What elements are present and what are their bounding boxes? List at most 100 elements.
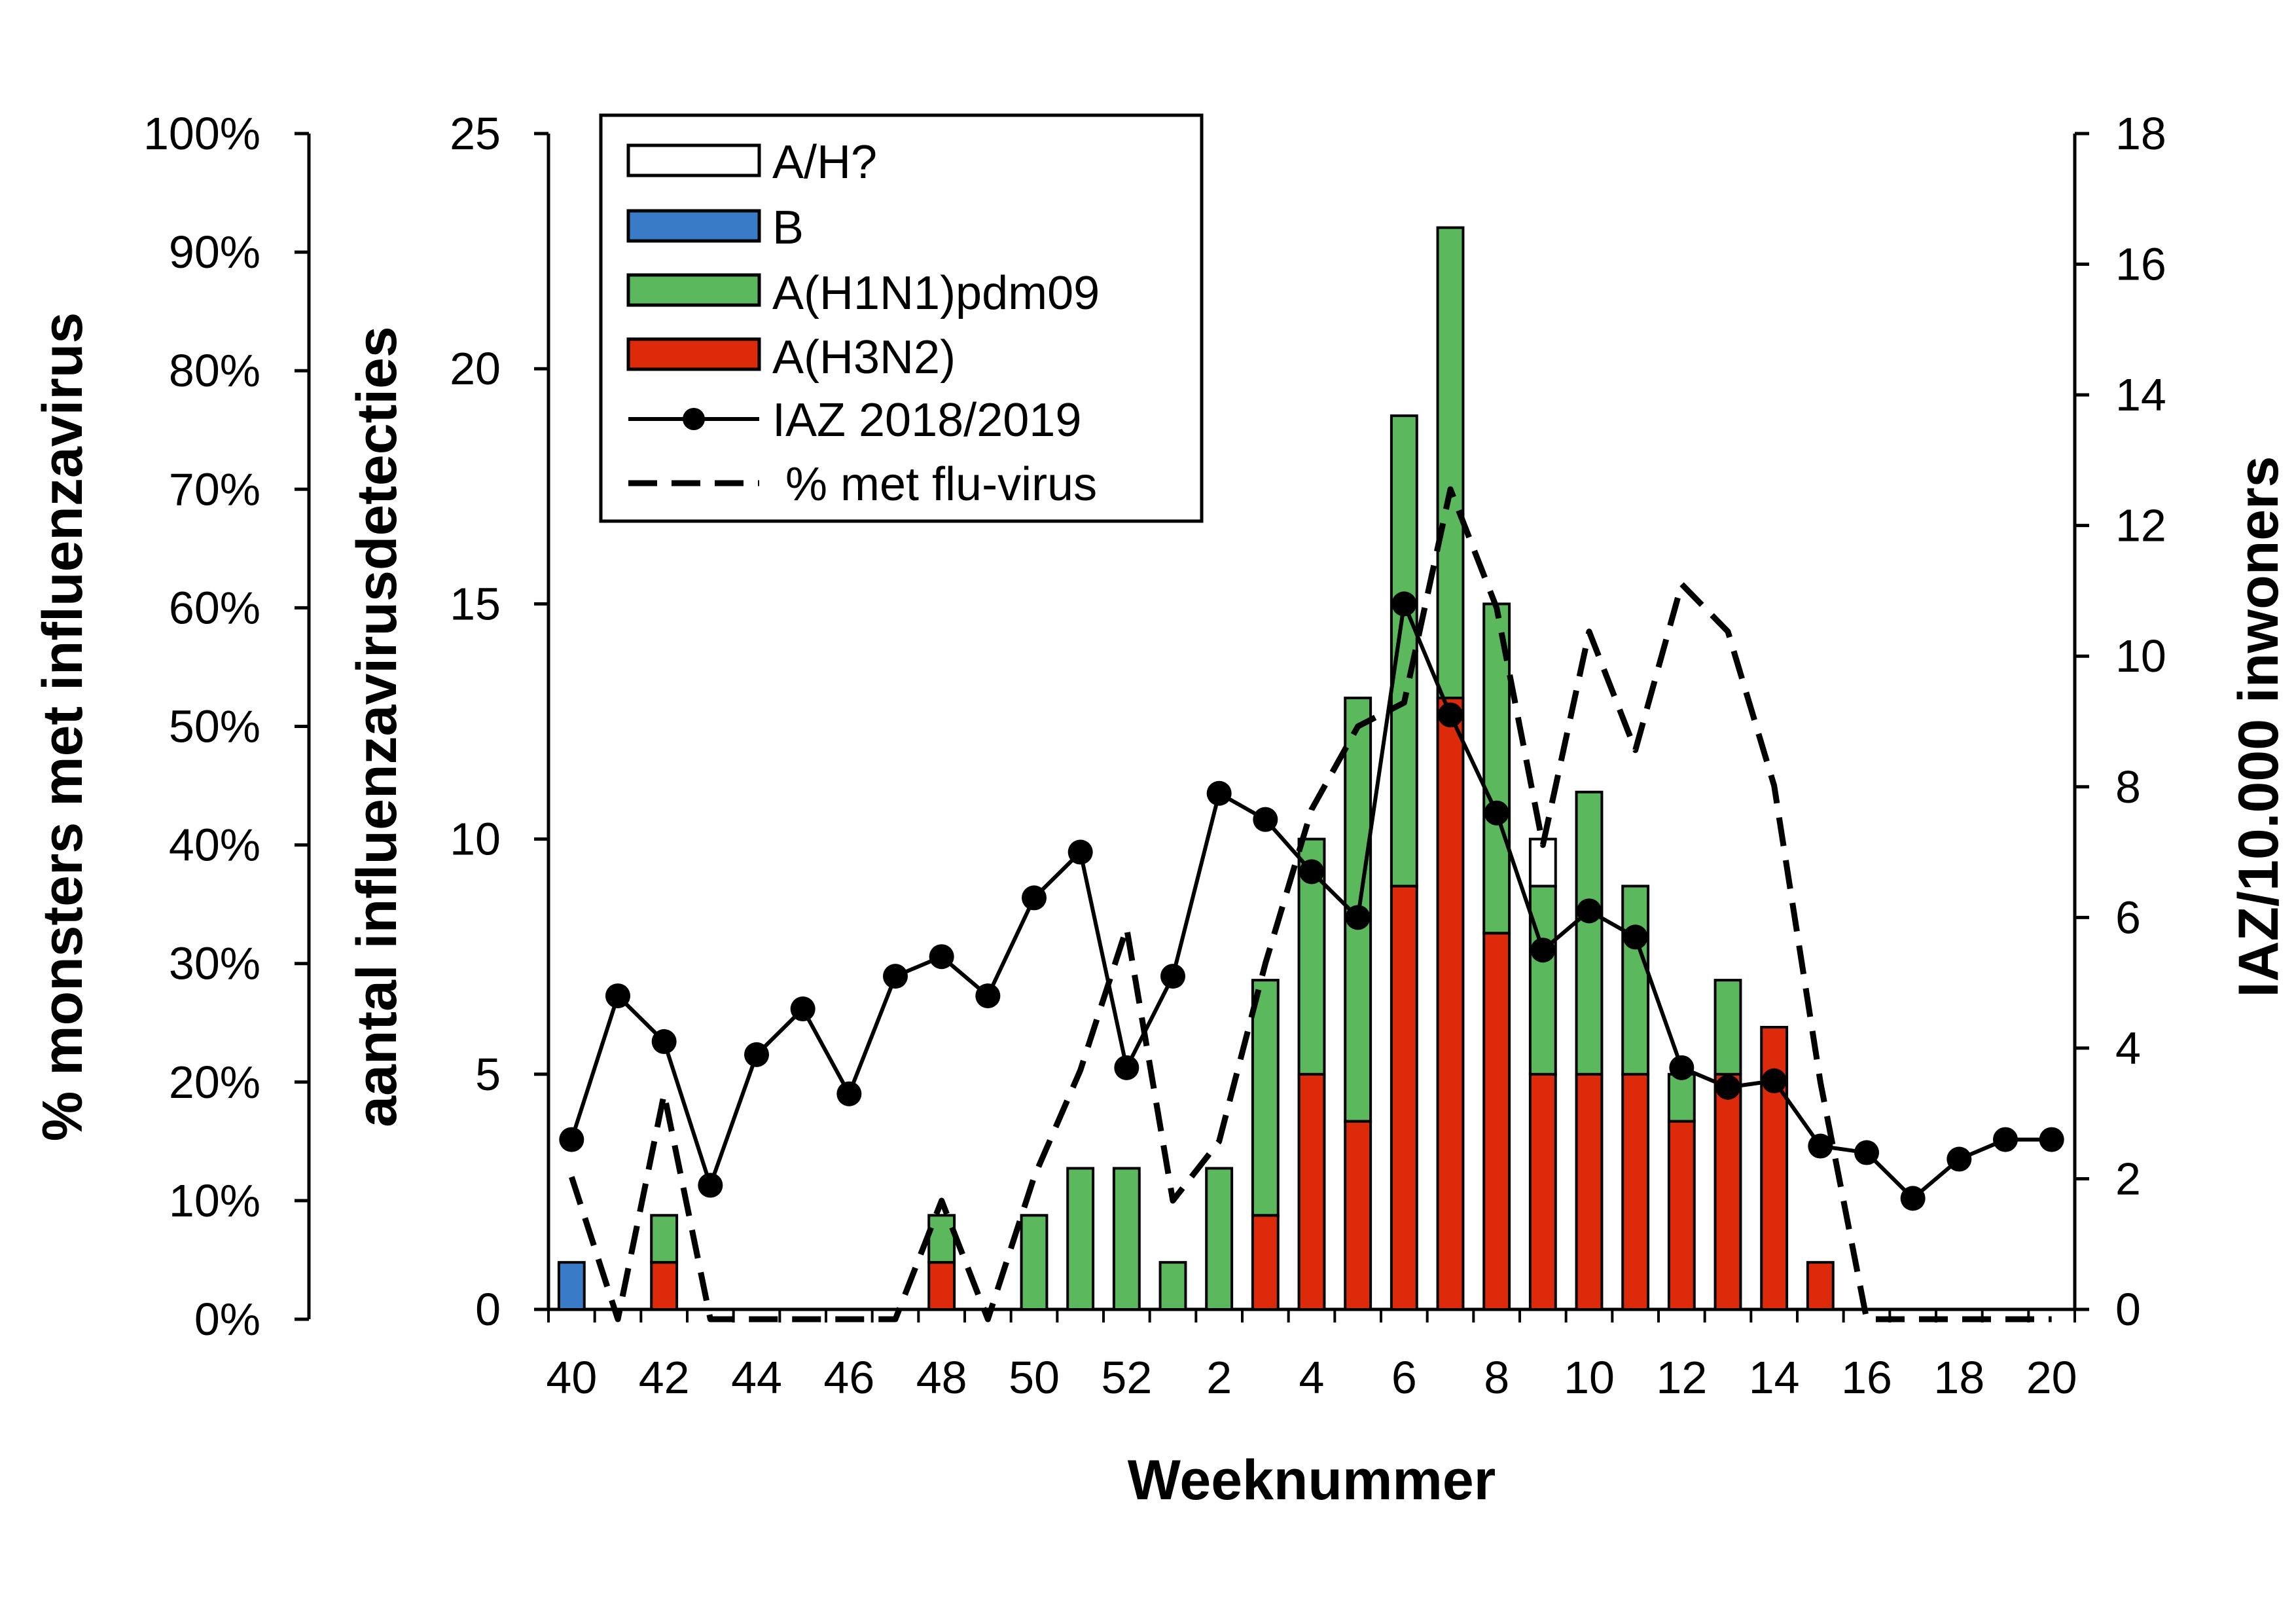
iaz-point xyxy=(1669,1055,1695,1080)
x-tick-label: 6 xyxy=(1391,1352,1417,1403)
y-left-outer-tick-label: 90% xyxy=(169,227,260,278)
y-axis-left-outer-ticks: 0% 10% 20% 30% 40% 50% 60% 70% 80% 90% 100% xyxy=(143,108,309,1345)
bar-a-h3n2- xyxy=(1436,697,1465,1311)
iaz-point xyxy=(1114,1055,1139,1080)
bar-a-h1n1-pdm09 xyxy=(1621,884,1650,1076)
legend-box xyxy=(599,113,1204,523)
bar-a-h3n2- xyxy=(1713,1072,1742,1311)
y-axis-left-inner-title: aantal influenzavirusdetecties xyxy=(346,326,408,1127)
bar-b xyxy=(557,1261,586,1311)
bar-a-h3n2- xyxy=(1251,1214,1280,1311)
bar-a-h3n2- xyxy=(1390,884,1418,1311)
iaz-point xyxy=(698,1173,723,1198)
iaz-point xyxy=(2039,1127,2064,1152)
bar-a-h1n1-pdm09 xyxy=(1066,1167,1095,1311)
legend-label-iaz: IAZ 2018/2019 xyxy=(772,394,1081,447)
y-left-inner-tick-label: 25 xyxy=(450,108,501,159)
iaz-point xyxy=(1623,924,1648,950)
x-tick-label: 12 xyxy=(1656,1352,1707,1403)
y-left-outer-tick-label: 30% xyxy=(169,938,260,989)
pct-flu-virus-line xyxy=(569,486,2052,1322)
bar-a-h1n1-pdm09 xyxy=(1436,226,1465,700)
bar-a-h1n1-pdm09 xyxy=(650,1214,679,1264)
y-axis-left-outer-title: % monsters met influenzavirus xyxy=(31,312,94,1141)
x-tick-label: 14 xyxy=(1749,1352,1800,1403)
iaz-point xyxy=(1345,905,1371,930)
y-left-outer-tick-label: 40% xyxy=(169,820,260,871)
legend: A/H? B A(H1N1)pdm09 A(H3N2) IAZ 2018/201… xyxy=(599,113,1204,523)
y-axis-right-ticks: 0 2 4 6 8 10 12 14 16 18 xyxy=(2075,108,2166,1335)
bar-a-h1n1-pdm09 xyxy=(1020,1214,1049,1311)
bar-a-h1n1-pdm09 xyxy=(1667,1072,1696,1123)
legend-label-ah: A/H? xyxy=(772,136,877,189)
x-tick-label: 44 xyxy=(731,1352,782,1403)
y-right-tick-label: 10 xyxy=(2115,630,2166,682)
x-tick-label: 52 xyxy=(1101,1352,1152,1403)
iaz-point xyxy=(1530,938,1556,963)
x-tick-label: 40 xyxy=(546,1352,597,1403)
y-left-outer-tick-label: 10% xyxy=(169,1175,260,1226)
y-left-outer-tick-label: 50% xyxy=(169,701,260,752)
y-axis-left-inner-ticks: 0 5 10 15 20 25 xyxy=(450,108,548,1335)
x-tick-label: 8 xyxy=(1484,1352,1509,1403)
y-right-tick-label: 0 xyxy=(2115,1284,2141,1335)
line-series xyxy=(559,486,2064,1322)
x-axis-ticks: 40 42 44 46 48 50 52 2 4 6 8 10 12 14 16 18 20 xyxy=(546,1309,2077,1403)
bar-a-h3n2- xyxy=(1621,1072,1650,1311)
bar-a-h3n2- xyxy=(1297,1072,1326,1311)
iaz-point xyxy=(790,996,816,1022)
iaz-point xyxy=(1484,800,1509,826)
legend-label-h3n2: A(H3N2) xyxy=(772,331,956,384)
iaz-point xyxy=(975,983,1001,1009)
bar-a-h1n1-pdm09 xyxy=(1158,1261,1187,1311)
y-left-inner-tick-label: 0 xyxy=(475,1284,501,1335)
x-tick-label: 20 xyxy=(2026,1352,2077,1403)
iaz-point xyxy=(1854,1140,1879,1165)
iaz-point xyxy=(744,1042,769,1067)
x-tick-label: 10 xyxy=(1564,1352,1615,1403)
x-tick-label: 2 xyxy=(1206,1352,1232,1403)
y-right-tick-label: 12 xyxy=(2115,500,2166,551)
bar-a-h1n1-pdm09 xyxy=(1575,790,1604,1076)
bar-a-h3n2- xyxy=(1528,1072,1557,1311)
iaz-point xyxy=(1067,839,1093,865)
iaz-point xyxy=(836,1081,862,1106)
bar-a-h3n2- xyxy=(1575,1072,1604,1311)
x-tick-label: 42 xyxy=(639,1352,690,1403)
bar-a-h1n1-pdm09 xyxy=(1205,1167,1234,1311)
bar-a-h1n1-pdm09 xyxy=(1713,979,1742,1076)
iaz-point xyxy=(1900,1186,1926,1211)
y-axis-right-title: IAZ/10.000 inwoners xyxy=(2227,456,2290,998)
legend-label-pct: % met flu-virus xyxy=(785,458,1097,511)
y-left-outer-tick-label: 60% xyxy=(169,582,260,633)
iaz-point xyxy=(1577,898,1602,924)
iaz-point xyxy=(1206,780,1232,806)
x-tick-label: 16 xyxy=(1841,1352,1892,1403)
iaz-point xyxy=(1946,1146,1972,1172)
legend-label-b: B xyxy=(772,202,804,254)
y-left-inner-tick-label: 10 xyxy=(450,814,501,865)
bar-a-h3n2- xyxy=(650,1261,679,1311)
y-right-tick-label: 2 xyxy=(2115,1153,2141,1204)
iaz-point xyxy=(1299,859,1324,884)
bar-a-h3n2- xyxy=(927,1261,956,1311)
bar-a-h3n2- xyxy=(1667,1120,1696,1311)
bar-a-h3n2- xyxy=(1344,1120,1372,1311)
y-left-inner-tick-label: 5 xyxy=(475,1049,501,1100)
x-axis-title: Weeknummer xyxy=(1128,1449,1496,1512)
bar-a-h3n2- xyxy=(1482,932,1511,1311)
iaz-point xyxy=(929,944,954,970)
x-tick-label: 46 xyxy=(823,1352,874,1403)
x-tick-label: 48 xyxy=(916,1352,967,1403)
iaz-point xyxy=(559,1127,584,1152)
y-left-outer-tick-label: 70% xyxy=(169,464,260,515)
iaz-point xyxy=(1391,591,1417,617)
x-tick-label: 4 xyxy=(1299,1352,1325,1403)
iaz-point xyxy=(1438,702,1463,728)
y-left-outer-tick-label: 80% xyxy=(169,345,260,396)
bar-a-h1n1-pdm09 xyxy=(1528,884,1557,1076)
legend-swatch-h3n2 xyxy=(626,337,761,371)
y-right-tick-label: 6 xyxy=(2115,892,2141,943)
iaz-point xyxy=(1160,964,1185,989)
